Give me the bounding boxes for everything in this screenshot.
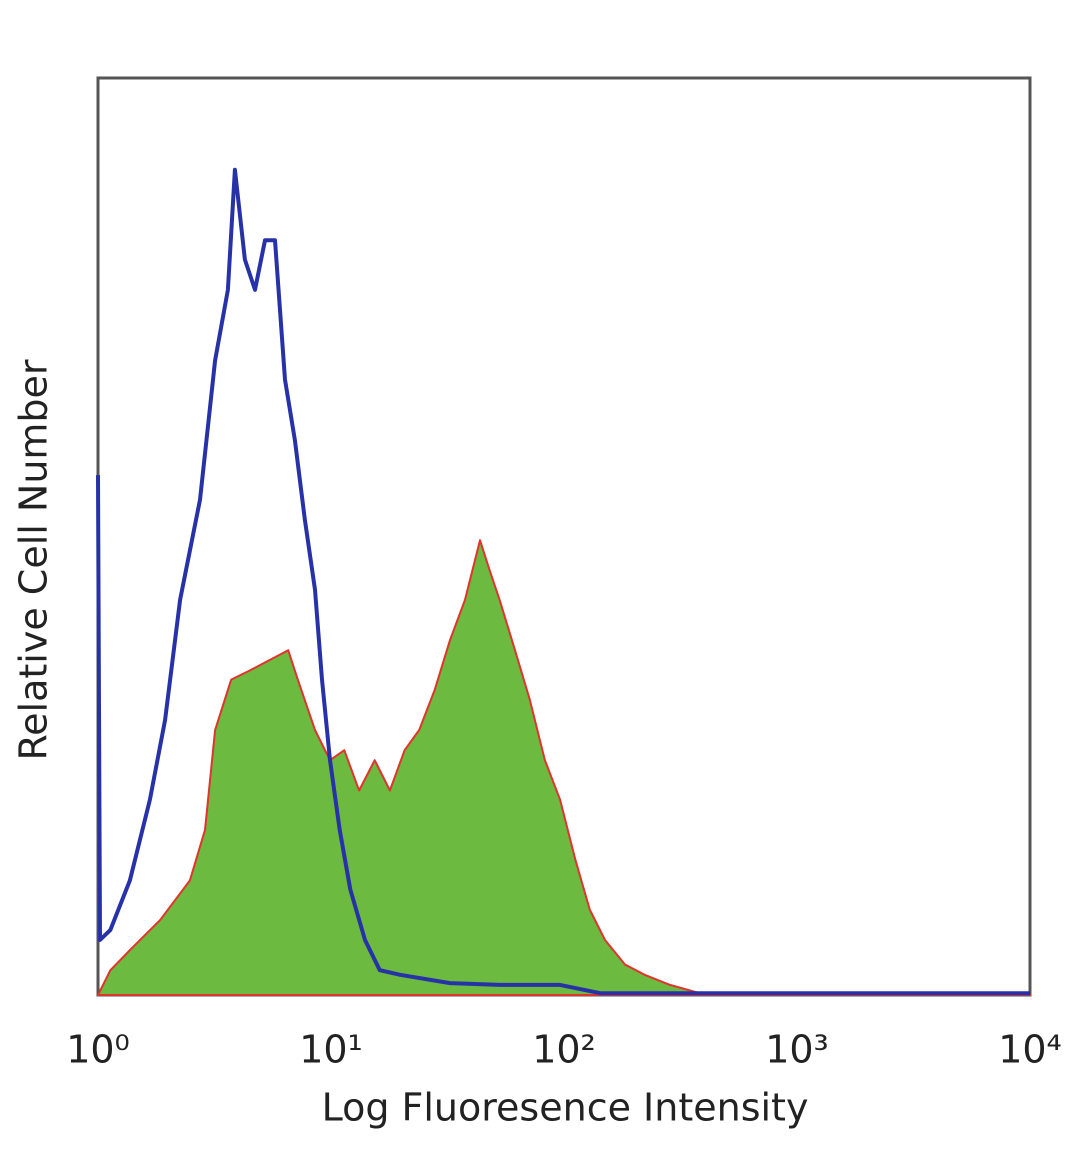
histogram-area — [97, 539, 1031, 996]
x-tick-label: 10⁴ — [998, 1028, 1062, 1072]
x-tick-label: 10¹ — [299, 1028, 363, 1072]
x-tick-label: 10³ — [765, 1028, 829, 1072]
y-axis-label: Relative Cell Number — [12, 359, 56, 760]
x-tick-label: 10⁰ — [66, 1028, 130, 1072]
x-axis-label: Log Fluoresence Intensity — [322, 1086, 809, 1130]
histogram-line — [96, 167, 1030, 996]
x-tick-label: 10² — [532, 1028, 596, 1072]
